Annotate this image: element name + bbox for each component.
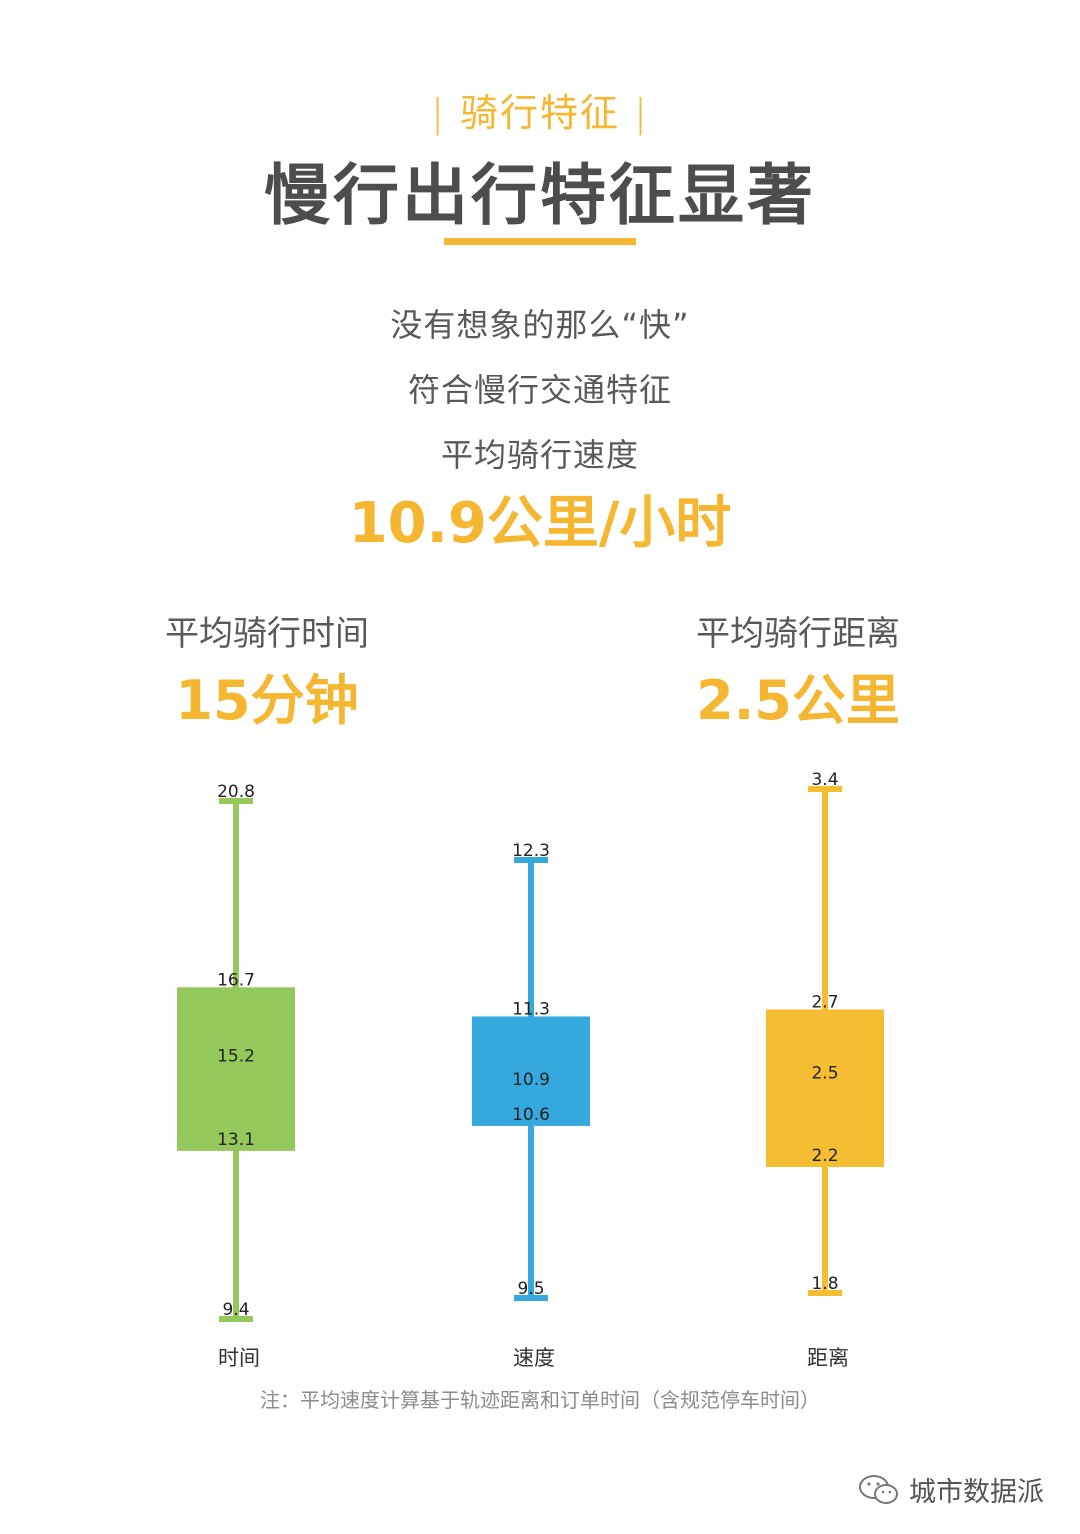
brand: 城市数据派 — [857, 1470, 1044, 1509]
time-median-label: 15.2 — [217, 1046, 255, 1066]
category-label-time: 时间 — [218, 1346, 260, 1370]
category-label-speed: 速度 — [513, 1346, 555, 1370]
speed-max-label: 12.3 — [512, 841, 550, 861]
average-distance-label: 平均骑行距离 — [696, 614, 900, 654]
speed-box — [472, 1016, 590, 1126]
time-min-label: 9.4 — [222, 1300, 249, 1320]
distance-box — [766, 1009, 884, 1167]
time-q3-label: 16.7 — [217, 970, 255, 990]
speed-q3-label: 11.3 — [512, 999, 550, 1019]
average-speed-value: 10.9公里/小时 — [348, 491, 732, 556]
section-tag: | 骑行特征 | — [0, 82, 1080, 137]
tag-divider-right: | — [634, 91, 649, 135]
summary-line-1: 没有想象的那么“快” — [390, 306, 690, 344]
speed-q1-label: 10.6 — [512, 1105, 550, 1125]
section-tag-text: 骑行特征 — [459, 91, 620, 135]
speed-median-label: 10.9 — [512, 1070, 550, 1090]
average-distance-value: 2.5公里 — [696, 669, 900, 732]
speed-min-label: 9.5 — [517, 1279, 544, 1299]
time-box — [177, 987, 295, 1151]
summary-line-3: 平均骑行速度 — [440, 436, 639, 474]
title-underline — [444, 238, 636, 245]
tag-divider-left: | — [431, 91, 446, 135]
category-label-distance: 距离 — [807, 1346, 849, 1370]
brand-name: 城市数据派 — [909, 1477, 1044, 1508]
average-time-label: 平均骑行时间 — [165, 614, 369, 654]
distance-median-label: 2.5 — [811, 1064, 838, 1084]
footnote: 注：平均速度计算基于轨迹距离和订单时间（含规范停车时间） — [260, 1388, 820, 1412]
time-q1-label: 13.1 — [217, 1130, 255, 1150]
average-time-value: 15分钟 — [175, 669, 359, 732]
page-title: 慢行出行特征显著 — [264, 157, 816, 234]
time-max-label: 20.8 — [217, 782, 255, 802]
summary-line-2: 符合慢行交通特征 — [407, 371, 672, 409]
distance-min-label: 1.8 — [811, 1274, 838, 1294]
distance-max-label: 3.4 — [811, 770, 838, 790]
distance-q3-label: 2.7 — [811, 993, 838, 1013]
wechat-icon — [859, 1474, 898, 1504]
distance-q1-label: 2.2 — [811, 1146, 838, 1166]
boxplot-chart: 20.8 16.7 15.2 13.1 9.4 时间 12.3 11.3 10.9 10.6 9.5… — [177, 770, 884, 1370]
